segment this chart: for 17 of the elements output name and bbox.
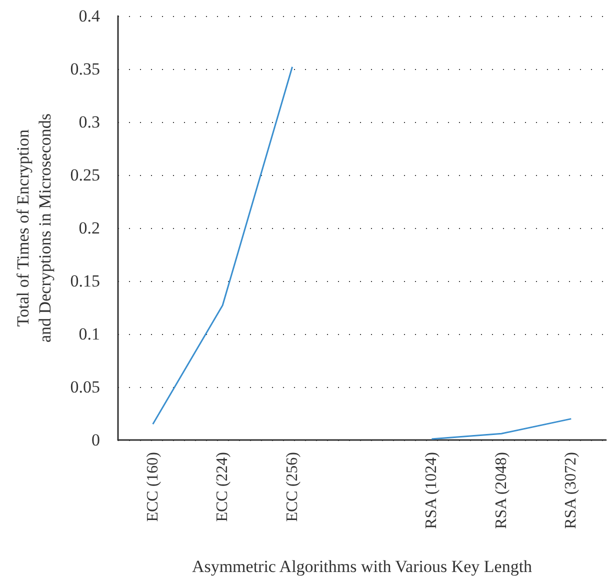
y-axis-title: Total of Times of Encryption and Decryptions in Microseconds [14, 114, 54, 342]
x-tick-label: ECC (160) [144, 452, 162, 522]
y-tick-label: 0.35 [70, 60, 100, 78]
y-tick-label: 0.2 [78, 218, 100, 238]
x-tick-label: RSA (2048) [492, 452, 510, 529]
y-tick-label: 0.1 [78, 324, 100, 344]
x-tick-label: RSA (3072) [562, 452, 580, 529]
x-tick-label: ECC (224) [214, 452, 232, 522]
x-tick-label: RSA (1024) [423, 452, 440, 529]
x-tick-label: ECC (256) [284, 452, 301, 522]
y-tick-label: 0 [92, 430, 100, 450]
y-tick-label: 0.05 [70, 378, 100, 396]
y-tick-label: 0.15 [70, 272, 100, 290]
y-tick-label: 0.4 [78, 6, 100, 26]
y-tick-label: 0.25 [70, 166, 100, 184]
y-tick-label: 0.3 [78, 112, 100, 132]
x-axis-title: Asymmetric Algorithms with Various Key Length [192, 557, 533, 576]
